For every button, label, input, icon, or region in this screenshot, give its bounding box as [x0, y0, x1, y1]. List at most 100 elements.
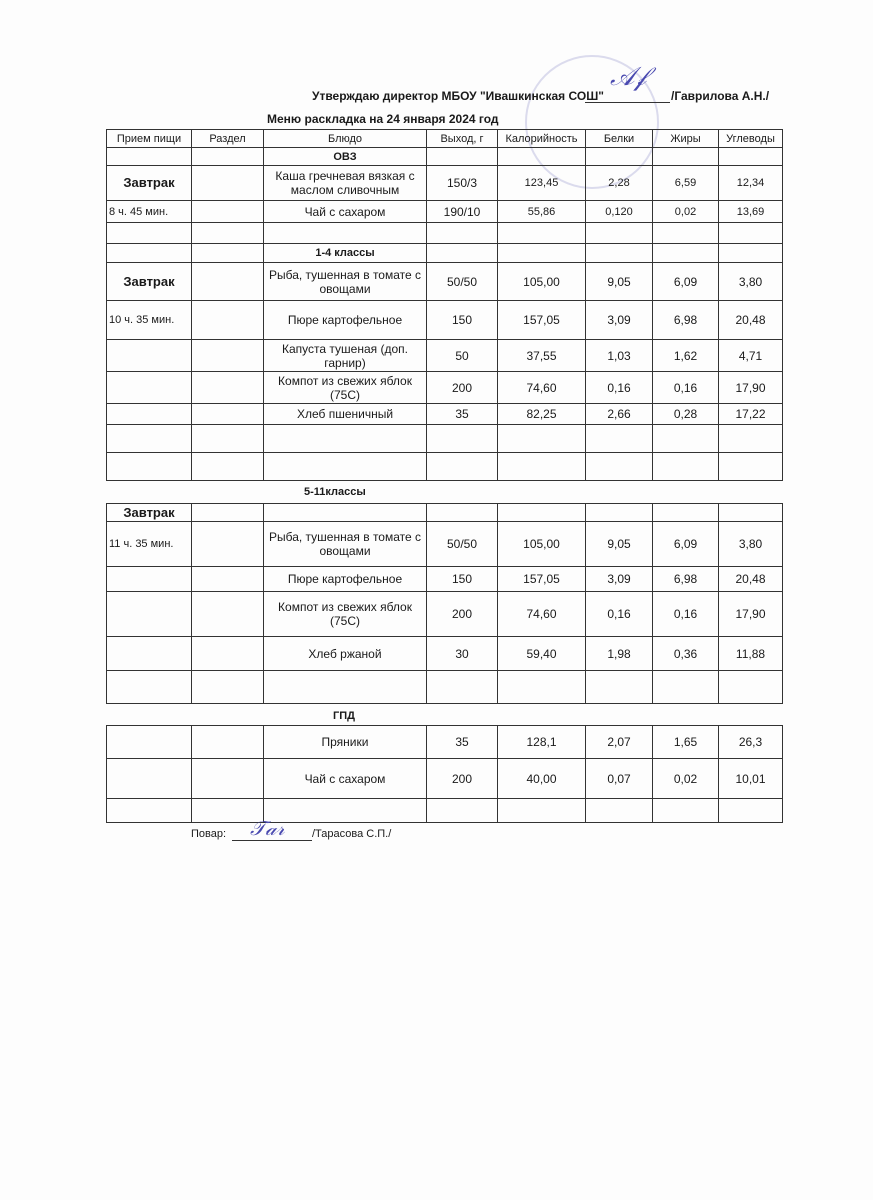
cell-calories: 157,05: [497, 566, 586, 592]
table-row: 10 ч. 35 мин. Пюре картофельное 150 157,05 3…: [106, 300, 783, 340]
cell-carbs: [718, 222, 783, 244]
cell-calories: [497, 222, 586, 244]
cell-meal: [106, 147, 192, 166]
table-row: [106, 452, 783, 481]
table-row: Компот из свежих яблок (75С) 200 74,60 0,16…: [106, 591, 783, 637]
cell-fat: [652, 222, 719, 244]
column-header: Белки: [585, 129, 653, 148]
cell-yield: [426, 798, 498, 823]
cell-fat: 0,36: [652, 636, 719, 671]
cook-signature-line: [232, 840, 312, 841]
table-row: Капуста тушеная (доп. гарнир) 50 37,55 1,03…: [106, 339, 783, 372]
cell-protein: 3,09: [585, 300, 653, 340]
cell-calories: 82,25: [497, 403, 586, 425]
cell-dish: [263, 503, 427, 522]
cell-carbs: 3,80: [718, 262, 783, 301]
cell-fat: 6,98: [652, 566, 719, 592]
cell-meal: [106, 424, 192, 453]
section-label-5-11: 5-11классы: [304, 486, 366, 498]
cell-meal: [106, 371, 192, 404]
cell-fat: 1,65: [652, 725, 719, 759]
column-header: Блюдо: [263, 129, 427, 148]
cell-protein: [585, 147, 653, 166]
cell-fat: [652, 503, 719, 522]
cell-fat: 6,09: [652, 262, 719, 301]
table-row: Хлеб ржаной 30 59,40 1,98 0,36 11,88: [106, 636, 783, 671]
cell-protein: 0,07: [585, 758, 653, 799]
cell-section: [191, 200, 264, 223]
cell-dish: Пюре картофельное: [263, 300, 427, 340]
cook-name: /Тарасова С.П./: [312, 828, 392, 840]
cell-section: [191, 725, 264, 759]
menu-title: Меню раскладка на 24 января 2024 год: [267, 112, 499, 126]
cell-calories: 40,00: [497, 758, 586, 799]
cell-yield: 200: [426, 371, 498, 404]
cell-dish: Пряники: [263, 725, 427, 759]
table-row: 11 ч. 35 мин. Рыба, тушенная в томате с о…: [106, 521, 783, 567]
cell-dish: Чай с сахаром: [263, 200, 427, 223]
cell-meal: Завтрак: [106, 165, 192, 201]
menu-table-5-11: Завтрак 11 ч. 35 мин. Рыба, тушенная в том…: [106, 503, 783, 704]
cell-meal: [106, 670, 192, 704]
section-label-gpd: ГПД: [333, 710, 355, 722]
director-signature: 𝒜𝒻: [610, 62, 647, 92]
cell-meal: 10 ч. 35 мин.: [106, 300, 192, 340]
cell-carbs: [718, 798, 783, 823]
cell-dish: ОВЗ: [263, 147, 427, 166]
cell-protein: 3,09: [585, 566, 653, 592]
cell-protein: 2,28: [585, 165, 653, 201]
cell-calories: 105,00: [497, 521, 586, 567]
approval-text: Утверждаю директор МБОУ "Ивашкинская СОШ…: [312, 89, 604, 103]
cell-meal: 8 ч. 45 мин.: [106, 200, 192, 223]
cell-yield: 150/3: [426, 165, 498, 201]
cell-yield: [426, 670, 498, 704]
cell-fat: [652, 670, 719, 704]
cell-protein: [585, 670, 653, 704]
table-row: Пюре картофельное 150 157,05 3,09 6,98 20,48: [106, 566, 783, 592]
cell-dish: Хлеб ржаной: [263, 636, 427, 671]
table-header-row: Прием пищи Раздел Блюдо Выход, г Калорийност…: [106, 129, 783, 148]
cell-meal: [106, 798, 192, 823]
column-header: Углеводы: [718, 129, 783, 148]
cell-meal: [106, 339, 192, 372]
cook-signature: 𝒯𝒶𝓇: [250, 816, 285, 840]
cell-dish: [263, 424, 427, 453]
cell-yield: 200: [426, 591, 498, 637]
cell-meal: [106, 591, 192, 637]
cell-meal: [106, 758, 192, 799]
cell-fat: [652, 243, 719, 263]
cell-meal: Завтрак: [106, 503, 192, 522]
cell-calories: 37,55: [497, 339, 586, 372]
cell-dish: Рыба, тушенная в томате с овощами: [263, 521, 427, 567]
cell-fat: 6,09: [652, 521, 719, 567]
cell-yield: [426, 503, 498, 522]
cell-fat: [652, 147, 719, 166]
cell-yield: 150: [426, 566, 498, 592]
table-row: Завтрак Рыба, тушенная в томате с овощами…: [106, 262, 783, 301]
column-header: Калорийность: [497, 129, 586, 148]
cell-yield: 35: [426, 403, 498, 425]
cell-carbs: 17,90: [718, 591, 783, 637]
cell-calories: 74,60: [497, 591, 586, 637]
cell-fat: 0,16: [652, 591, 719, 637]
cell-dish: Компот из свежих яблок (75С): [263, 591, 427, 637]
cell-protein: 2,07: [585, 725, 653, 759]
cell-dish: Компот из свежих яблок (75С): [263, 371, 427, 404]
cell-calories: [497, 243, 586, 263]
cell-yield: [426, 147, 498, 166]
table-row: Хлеб пшеничный 35 82,25 2,66 0,28 17,22: [106, 403, 783, 425]
cell-carbs: [718, 243, 783, 263]
cell-calories: 74,60: [497, 371, 586, 404]
cell-meal: [106, 636, 192, 671]
cell-dish: [263, 222, 427, 244]
cell-calories: [497, 503, 586, 522]
cell-fat: 0,28: [652, 403, 719, 425]
cell-fat: 6,59: [652, 165, 719, 201]
cell-calories: 123,45: [497, 165, 586, 201]
cell-protein: 0,120: [585, 200, 653, 223]
cell-carbs: [718, 424, 783, 453]
cell-fat: [652, 798, 719, 823]
cell-calories: 59,40: [497, 636, 586, 671]
table-row: Компот из свежих яблок (75С) 200 74,60 0,16…: [106, 371, 783, 404]
column-header: Выход, г: [426, 129, 498, 148]
